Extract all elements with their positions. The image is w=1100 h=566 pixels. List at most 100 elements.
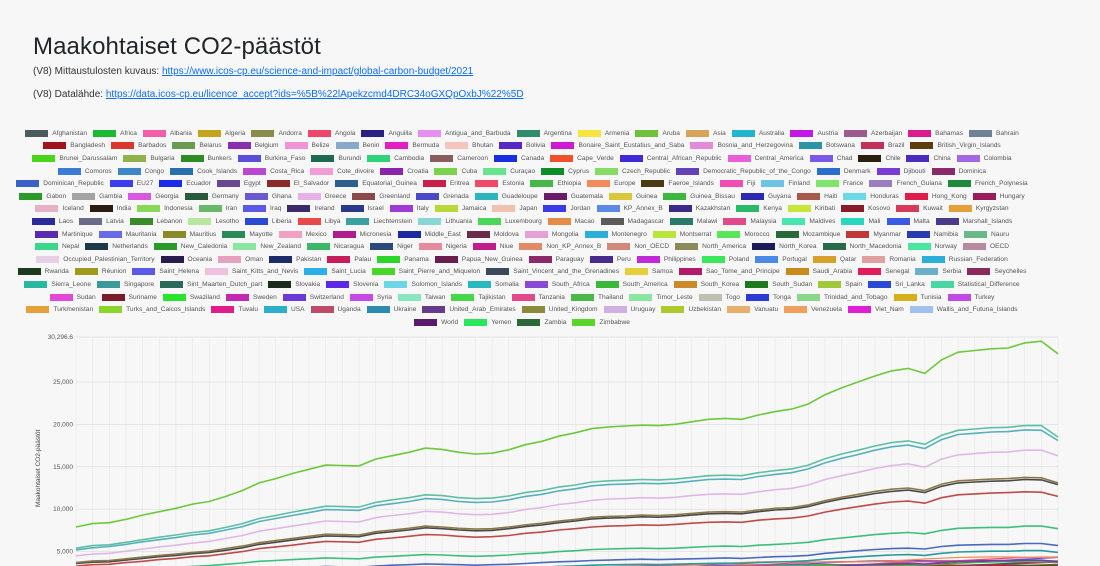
legend-item[interactable]: Swaziland <box>162 291 220 304</box>
legend-item[interactable]: Mauritania <box>98 228 157 241</box>
legend-item[interactable]: Papua_New_Guinea <box>434 253 523 266</box>
legend-item[interactable]: Nigeria <box>418 240 467 253</box>
legend-item[interactable]: Burundi <box>311 152 361 165</box>
legend-item[interactable]: Guatemala <box>543 190 603 203</box>
legend-item[interactable]: Malaysia <box>723 215 776 228</box>
legend-item[interactable]: Hungary <box>972 190 1025 203</box>
legend-item[interactable]: Serbia <box>915 266 961 279</box>
legend-item[interactable]: Rwanda <box>17 266 69 279</box>
legend-item[interactable]: Uganda <box>310 303 361 316</box>
legend-item[interactable]: Bolivia <box>499 140 545 153</box>
legend-item[interactable]: Mayotte <box>222 228 273 241</box>
legend-item[interactable]: Iran <box>198 203 237 216</box>
legend-item[interactable]: Switzerland <box>282 291 344 304</box>
legend-item[interactable]: Chile <box>858 152 900 165</box>
legend-item[interactable]: China <box>906 152 951 165</box>
legend-item[interactable]: Gabon <box>19 190 66 203</box>
legend-item[interactable]: Faeroe_Islands <box>641 177 714 190</box>
legend-item[interactable]: Ecuador <box>159 177 211 190</box>
legend-item[interactable]: Brazil <box>860 140 904 153</box>
series-line[interactable] <box>75 490 1059 566</box>
legend-item[interactable]: Albania <box>142 127 192 140</box>
legend-item[interactable]: Samoa <box>625 266 673 279</box>
legend-item[interactable]: Venezuela <box>784 303 842 316</box>
legend-item[interactable]: Belgium <box>227 140 279 153</box>
legend-item[interactable]: Laos <box>31 215 73 228</box>
legend-item[interactable]: Kosovo <box>841 203 890 216</box>
legend-item[interactable]: Kyrgyzstan <box>948 203 1009 216</box>
legend-item[interactable]: Lesotho <box>188 215 239 228</box>
legend-item[interactable]: Turkmenistan <box>26 303 93 316</box>
legend-item[interactable]: Cambodia <box>367 152 424 165</box>
legend-item[interactable]: Lithuania <box>418 215 472 228</box>
legend-item[interactable]: North_Korea <box>752 240 817 253</box>
legend-item[interactable]: Singapore <box>97 278 154 291</box>
legend-item[interactable]: Liechtenstein <box>346 215 412 228</box>
series-line[interactable] <box>75 429 1059 551</box>
legend-item[interactable]: South_Africa <box>524 278 590 291</box>
legend-item[interactable]: Ukraine <box>366 303 416 316</box>
legend-item[interactable]: Liberia <box>244 215 292 228</box>
legend-item[interactable]: Paraguay <box>528 253 584 266</box>
legend-item[interactable]: EU27 <box>109 177 153 190</box>
legend-item[interactable]: Bahamas <box>908 127 963 140</box>
legend-item[interactable]: Angola <box>307 127 355 140</box>
legend-item[interactable]: Solomon_Islands <box>384 278 462 291</box>
legend-item[interactable]: Lebanon <box>129 215 182 228</box>
legend-item[interactable]: Colombia <box>956 152 1012 165</box>
legend-item[interactable]: Guadeloupe <box>474 190 538 203</box>
legend-item[interactable]: Tajikistan <box>451 291 506 304</box>
legend-item[interactable]: Democratic_Republic_of_the_Congo <box>676 165 811 178</box>
legend-item[interactable]: Guinea <box>608 190 657 203</box>
legend-item[interactable]: Statistical_Difference <box>930 278 1020 291</box>
legend-item[interactable]: Togo <box>698 291 740 304</box>
legend-item[interactable]: Montserrat <box>652 228 711 241</box>
legend-item[interactable]: Azerbaijan <box>844 127 902 140</box>
legend-item[interactable]: Senegal <box>858 266 909 279</box>
legend-item[interactable]: Mauritius <box>162 228 216 241</box>
legend-item[interactable]: Libya <box>297 215 340 228</box>
legend-item[interactable]: Netherlands <box>85 240 148 253</box>
legend-item[interactable]: Congo <box>117 165 164 178</box>
legend-item[interactable]: Ghana <box>244 190 292 203</box>
legend-item[interactable]: Cote_divoire <box>310 165 374 178</box>
legend-item[interactable]: Bangladesh <box>43 140 105 153</box>
legend-item[interactable]: Mongolia <box>524 228 579 241</box>
series-line[interactable] <box>75 476 1059 564</box>
legend-item[interactable]: Micronesia <box>332 228 392 241</box>
data-link[interactable]: https://data.icos-cp.eu/licence_accept?i… <box>105 89 524 100</box>
legend-item[interactable]: Comoros <box>57 165 112 178</box>
legend-item[interactable]: Cuba <box>434 165 477 178</box>
legend-item[interactable]: Slovakia <box>268 278 320 291</box>
legend-item[interactable]: Kazakhstan <box>668 203 730 216</box>
series-line[interactable] <box>75 478 1059 565</box>
legend-item[interactable]: Bermuda <box>385 140 439 153</box>
legend-item[interactable]: Ethiopia <box>530 177 581 190</box>
legend-item[interactable]: Jamaica <box>434 203 486 216</box>
legend-item[interactable]: North_Macedonia <box>822 240 902 253</box>
legend-item[interactable]: Chad <box>809 152 852 165</box>
legend-item[interactable]: Africa <box>93 127 137 140</box>
legend-item[interactable]: Benin <box>335 140 379 153</box>
legend-item[interactable]: Nauru <box>964 228 1009 241</box>
legend-item[interactable]: Kuwait <box>896 203 943 216</box>
legend-item[interactable]: United_Kingdom <box>521 303 598 316</box>
legend-item[interactable]: Sint_Maarten_Dutch_part <box>160 278 262 291</box>
legend-item[interactable]: Timor_Leste <box>629 291 693 304</box>
legend-item[interactable]: Austria <box>790 127 838 140</box>
legend-item[interactable]: Wallis_and_Futuna_Islands <box>909 303 1018 316</box>
legend-item[interactable]: Madagascar <box>600 215 664 228</box>
legend-item[interactable]: Djibouti <box>876 165 926 178</box>
legend-item[interactable]: Tuvalu <box>211 303 258 316</box>
legend-item[interactable]: Namibia <box>906 228 958 241</box>
legend-item[interactable]: France <box>815 177 863 190</box>
legend-item[interactable]: Poland <box>701 253 749 266</box>
legend-item[interactable]: Anguilla <box>361 127 412 140</box>
legend-item[interactable]: Nepal <box>34 240 79 253</box>
legend-item[interactable]: Malta <box>886 215 930 228</box>
legend-item[interactable]: Aruba <box>635 127 680 140</box>
legend-item[interactable]: Brunei_Darussalam <box>32 152 117 165</box>
legend-item[interactable]: Saint_Vincent_and_the_Grenadines <box>486 266 619 279</box>
legend-item[interactable]: French_Polynesia <box>947 177 1028 190</box>
legend-item[interactable]: Zimbabwe <box>572 316 630 329</box>
